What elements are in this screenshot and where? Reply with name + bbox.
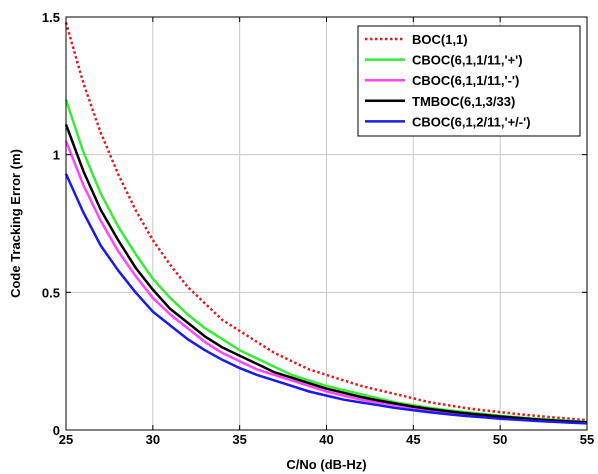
x-tick-label: 45: [406, 432, 420, 447]
legend-entry: CBOC(6,1,2/11,'+/-'): [412, 114, 531, 129]
y-axis-label: Code Tracking Error (m): [8, 149, 23, 298]
ticks: 25 30 35 40 45 50 55 0 0.5 1 1.5: [42, 10, 594, 447]
y-tick-label: 0: [53, 423, 60, 438]
y-tick-label: 1: [53, 148, 60, 163]
legend-entry: BOC(1,1): [412, 32, 468, 47]
y-tick-label: 0.5: [42, 285, 60, 300]
legend-entry: CBOC(6,1,1/11,'-'): [412, 73, 519, 88]
x-axis-label: C/No (dB-Hz): [286, 457, 366, 472]
x-tick-label: 55: [580, 432, 594, 447]
x-tick-label: 35: [232, 432, 246, 447]
series-layer: [64, 22, 588, 425]
x-tick-label: 30: [146, 432, 160, 447]
x-tick-label: 40: [319, 432, 333, 447]
legend-entry: CBOC(6,1,1/11,'+'): [412, 53, 523, 68]
y-tick-label: 1.5: [42, 10, 60, 25]
series-line: [64, 173, 588, 425]
series-line: [64, 123, 588, 424]
legend-entry: TMBOC(6,1,3/33): [412, 94, 515, 109]
x-tick-label: 50: [493, 432, 507, 447]
x-tick-label: 25: [59, 432, 73, 447]
legend: BOC(1,1) CBOC(6,1,1/11,'+') CBOC(6,1,1/11,…: [357, 25, 581, 137]
